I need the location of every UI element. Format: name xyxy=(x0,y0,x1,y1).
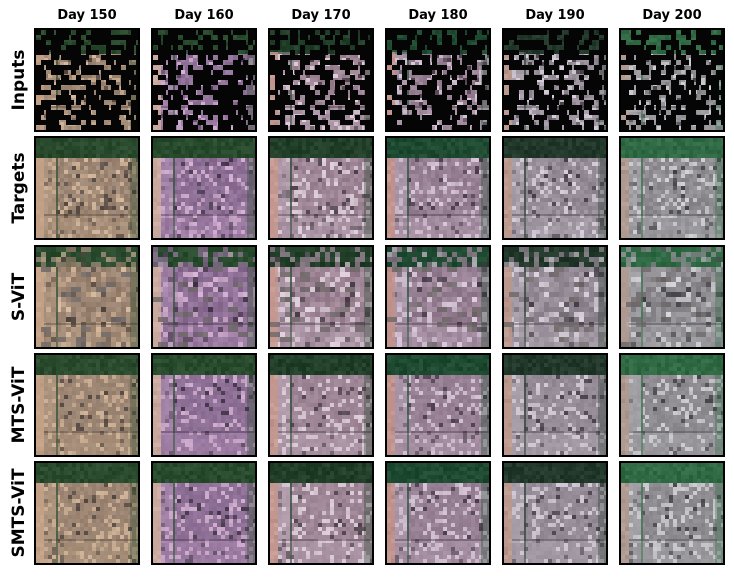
tile-image xyxy=(36,355,138,455)
image-tile-inputs-day-150 xyxy=(34,28,140,132)
image-tile-targets-day-170 xyxy=(268,136,374,240)
image-tile-mts-vit-day-160 xyxy=(151,353,257,457)
image-tile-mts-vit-day-200 xyxy=(619,353,725,457)
tile-image xyxy=(621,247,723,347)
image-tile-mts-vit-day-150 xyxy=(34,353,140,457)
tile-image xyxy=(36,30,138,130)
tile-image xyxy=(504,247,606,347)
tile-image xyxy=(270,30,372,130)
tile-image xyxy=(504,355,606,455)
image-tile-mts-vit-day-170 xyxy=(268,353,374,457)
image-tile-s-vit-day-160 xyxy=(151,245,257,349)
tile-image xyxy=(270,247,372,347)
column-label-day-150: Day 150 xyxy=(34,8,140,23)
image-tile-smts-vit-day-160 xyxy=(151,461,257,565)
image-tile-inputs-day-160 xyxy=(151,28,257,132)
tile-image xyxy=(387,247,489,347)
image-tile-smts-vit-day-180 xyxy=(385,461,491,565)
tile-image xyxy=(153,355,255,455)
tile-image xyxy=(387,138,489,238)
image-tile-targets-day-200 xyxy=(619,136,725,240)
tile-image xyxy=(621,463,723,563)
tile-image xyxy=(36,138,138,238)
tile-image xyxy=(153,247,255,347)
image-tile-smts-vit-day-190 xyxy=(502,461,608,565)
column-label-day-170: Day 170 xyxy=(268,8,374,23)
column-label-day-190: Day 190 xyxy=(502,8,608,23)
tile-image xyxy=(621,30,723,130)
image-tile-smts-vit-day-200 xyxy=(619,461,725,565)
column-label-day-180: Day 180 xyxy=(385,8,491,23)
image-tile-smts-vit-day-150 xyxy=(34,461,140,565)
image-tile-mts-vit-day-180 xyxy=(385,353,491,457)
tile-image xyxy=(270,138,372,238)
tile-image xyxy=(504,30,606,130)
tile-image xyxy=(36,247,138,347)
row-label-s-vit: S-ViT xyxy=(9,273,29,321)
image-tile-inputs-day-190 xyxy=(502,28,608,132)
image-tile-s-vit-day-200 xyxy=(619,245,725,349)
tile-image xyxy=(621,355,723,455)
tile-image xyxy=(387,355,489,455)
column-label-day-160: Day 160 xyxy=(151,8,257,23)
image-tile-inputs-day-200 xyxy=(619,28,725,132)
row-label-inputs: Inputs xyxy=(9,50,29,111)
image-tile-s-vit-day-180 xyxy=(385,245,491,349)
tile-image xyxy=(270,355,372,455)
row-label-targets: Targets xyxy=(9,152,29,223)
tile-image xyxy=(153,463,255,563)
image-tile-inputs-day-170 xyxy=(268,28,374,132)
image-tile-inputs-day-180 xyxy=(385,28,491,132)
tile-image xyxy=(504,138,606,238)
row-label-smts-vit: SMTS-ViT xyxy=(9,468,29,557)
tile-image xyxy=(36,463,138,563)
tile-image xyxy=(504,463,606,563)
image-tile-targets-day-190 xyxy=(502,136,608,240)
image-tile-smts-vit-day-170 xyxy=(268,461,374,565)
image-tile-targets-day-150 xyxy=(34,136,140,240)
image-tile-targets-day-180 xyxy=(385,136,491,240)
image-tile-targets-day-160 xyxy=(151,136,257,240)
column-label-day-200: Day 200 xyxy=(619,8,725,23)
image-tile-s-vit-day-150 xyxy=(34,245,140,349)
tile-image xyxy=(387,30,489,130)
tile-image xyxy=(621,138,723,238)
tile-image xyxy=(270,463,372,563)
tile-image xyxy=(153,138,255,238)
image-tile-s-vit-day-190 xyxy=(502,245,608,349)
image-tile-s-vit-day-170 xyxy=(268,245,374,349)
image-tile-mts-vit-day-190 xyxy=(502,353,608,457)
tile-image xyxy=(387,463,489,563)
tile-image xyxy=(153,30,255,130)
row-label-mts-vit: MTS-ViT xyxy=(9,367,29,444)
